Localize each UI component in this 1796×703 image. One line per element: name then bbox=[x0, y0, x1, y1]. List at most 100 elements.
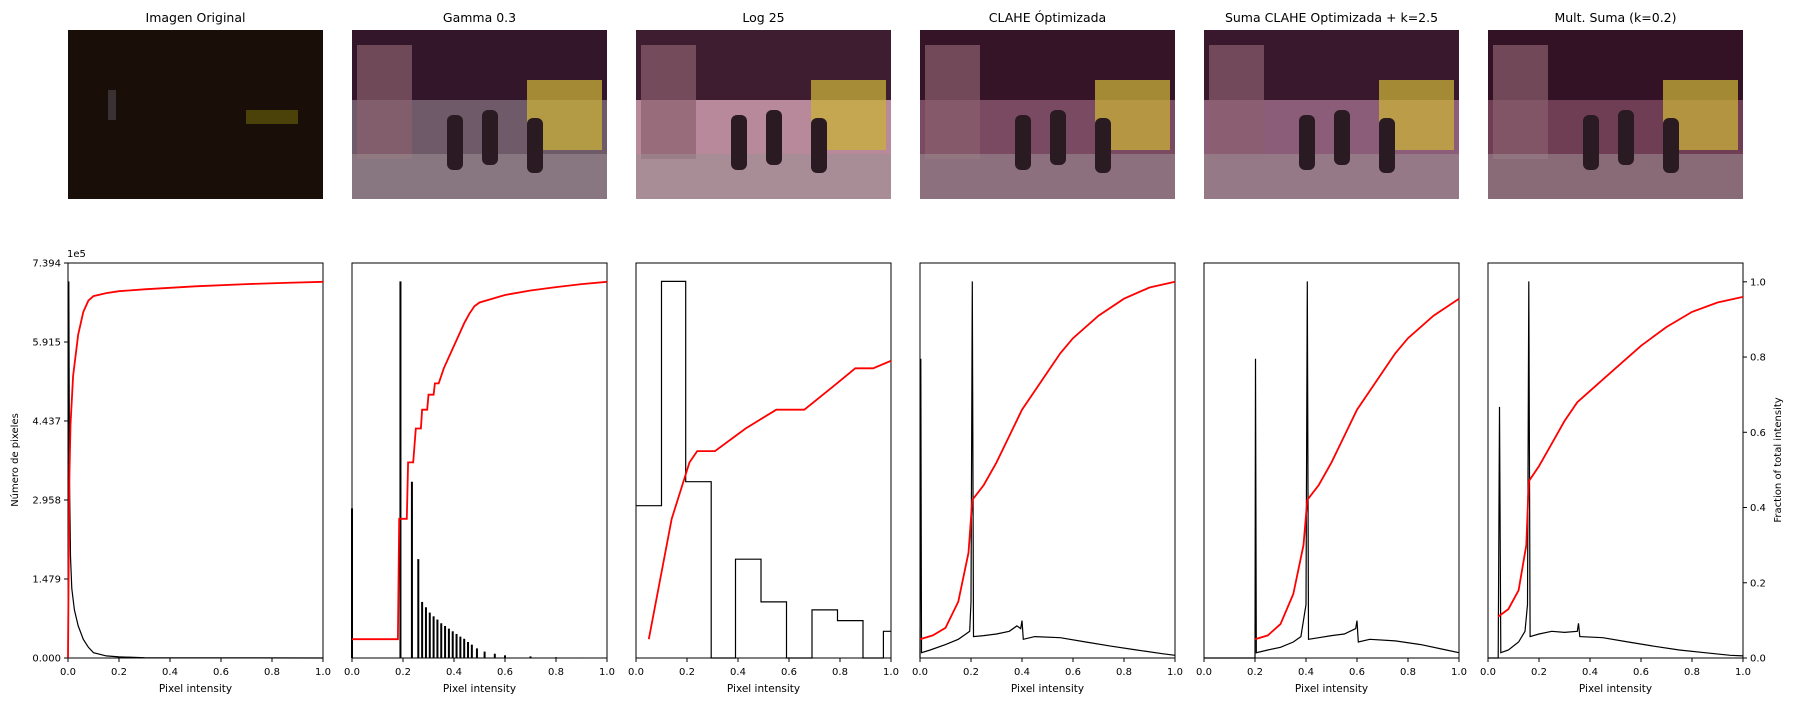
panel-6: Mult. Suma (k=0.2) 0.0 0.2 0.4 0.6 0.8 1.0 Pixe… bbox=[1480, 10, 1751, 695]
x-tick-label: 1.0 bbox=[1735, 667, 1751, 678]
y-tick-label-right: 0.8 bbox=[1750, 353, 1766, 364]
image-person bbox=[527, 118, 543, 173]
image-person bbox=[811, 118, 827, 173]
image-street bbox=[636, 154, 891, 199]
histogram-line bbox=[919, 281, 1176, 659]
x-tick-label: 0.2 bbox=[111, 667, 127, 678]
y-tick-label-right: 0.4 bbox=[1750, 503, 1766, 514]
cdf-line bbox=[1254, 297, 1460, 641]
panel-title: Log 25 bbox=[742, 10, 784, 25]
cdf-line bbox=[919, 280, 1176, 641]
x-axis-label: Pixel intensity bbox=[443, 683, 516, 695]
image-person bbox=[482, 110, 498, 165]
x-tick-label: 0.8 bbox=[1684, 667, 1700, 678]
image-street bbox=[1204, 154, 1459, 199]
x-tick-label: 1.0 bbox=[599, 667, 615, 678]
y-tick-label-left: 7.394 bbox=[32, 259, 61, 270]
image-person bbox=[1334, 110, 1350, 165]
x-tick-label: 1.0 bbox=[1167, 667, 1183, 678]
x-tick-label: 0.6 bbox=[1633, 667, 1649, 678]
x-tick-label: 0.8 bbox=[1400, 667, 1416, 678]
cdf-line bbox=[647, 359, 892, 640]
ylabel-right: Fraction of total intensity bbox=[1773, 397, 1784, 522]
x-tick-label: 1.0 bbox=[315, 667, 331, 678]
x-tick-label: 0.2 bbox=[1247, 667, 1263, 678]
ylabel-left: Número de pixeles bbox=[9, 413, 21, 507]
x-tick-label: 0.2 bbox=[963, 667, 979, 678]
x-tick-label: 0.4 bbox=[1582, 667, 1598, 678]
x-tick-label: 0.0 bbox=[1196, 667, 1212, 678]
x-tick-label: 0.8 bbox=[832, 667, 848, 678]
image-person bbox=[1379, 118, 1395, 173]
image-person bbox=[1663, 118, 1679, 173]
image-street bbox=[352, 154, 607, 199]
panels-layer: Imagen Original 0.0 0.2 0.4 0.6 0.8 1.0 Pixel i… bbox=[32, 10, 1766, 695]
x-tick-label: 0.6 bbox=[781, 667, 797, 678]
panel-3: Log 25 0.0 0.2 0.4 0.6 0.8 1.0 Pixel intensity bbox=[628, 10, 899, 695]
y-tick-label-left: 5.915 bbox=[32, 338, 61, 349]
y-offset-label: 1e5 bbox=[67, 249, 86, 260]
panel-image bbox=[1204, 30, 1459, 199]
x-tick-label: 1.0 bbox=[1451, 667, 1467, 678]
panel-image bbox=[352, 30, 607, 199]
panel-title: Suma CLAHE Optimizada + k=2.5 bbox=[1225, 10, 1438, 25]
x-tick-label: 0.0 bbox=[912, 667, 928, 678]
x-tick-label: 1.0 bbox=[883, 667, 899, 678]
x-tick-label: 0.0 bbox=[60, 667, 76, 678]
y-tick-label-right: 0.6 bbox=[1750, 428, 1766, 439]
x-tick-label: 0.6 bbox=[213, 667, 229, 678]
panel-image bbox=[1488, 30, 1743, 199]
x-axis-label: Pixel intensity bbox=[1295, 683, 1368, 695]
image-building-left bbox=[357, 45, 412, 159]
image-street bbox=[1488, 154, 1743, 199]
y-tick-label-right: 1.0 bbox=[1750, 277, 1766, 288]
y-tick-label-left: 2.958 bbox=[32, 495, 61, 506]
x-tick-label: 0.6 bbox=[497, 667, 513, 678]
y-tick-label-left: 0.000 bbox=[32, 654, 61, 665]
panel-4: CLAHE Óptimizada 0.0 0.2 0.4 0.6 0.8 1.0 Pixel … bbox=[912, 10, 1183, 695]
image-person bbox=[1299, 115, 1315, 170]
x-tick-label: 0.4 bbox=[446, 667, 462, 678]
x-tick-label: 0.4 bbox=[162, 667, 178, 678]
plot-frame bbox=[919, 262, 1176, 659]
image-person bbox=[1583, 115, 1599, 170]
panel-image bbox=[920, 30, 1175, 199]
panel-2: Gamma 0.3 0.0 0.2 0.4 0.6 0.8 1.0 Pixel intensi… bbox=[344, 10, 615, 695]
x-axis-label: Pixel intensity bbox=[727, 683, 800, 695]
y-tick-label-right: 0.0 bbox=[1750, 654, 1766, 665]
image-building-left bbox=[1209, 45, 1264, 159]
y-tick-label-right: 0.2 bbox=[1750, 578, 1766, 589]
image-light bbox=[108, 90, 116, 120]
x-tick-label: 0.0 bbox=[1480, 667, 1496, 678]
image-street bbox=[920, 154, 1175, 199]
plot-frame bbox=[351, 262, 608, 659]
panel-title: CLAHE Óptimizada bbox=[989, 10, 1106, 25]
x-tick-label: 0.6 bbox=[1349, 667, 1365, 678]
cdf-line bbox=[352, 280, 608, 641]
x-axis-label: Pixel intensity bbox=[1579, 683, 1652, 695]
x-tick-label: 0.2 bbox=[1531, 667, 1547, 678]
x-tick-label: 0.8 bbox=[264, 667, 280, 678]
panel-image bbox=[636, 30, 891, 199]
y-tick-label-left: 1.479 bbox=[32, 574, 61, 585]
image-shops-right bbox=[246, 110, 298, 124]
panel-title: Imagen Original bbox=[146, 10, 246, 25]
cdf-line bbox=[67, 280, 324, 659]
x-tick-label: 0.0 bbox=[344, 667, 360, 678]
x-tick-label: 0.2 bbox=[679, 667, 695, 678]
x-tick-label: 0.8 bbox=[1116, 667, 1132, 678]
panel-5: Suma CLAHE Optimizada + k=2.5 0.0 0.2 0.4 0.… bbox=[1196, 10, 1467, 695]
cdf-line bbox=[1497, 296, 1744, 618]
x-tick-label: 0.4 bbox=[1298, 667, 1314, 678]
plot-frame bbox=[635, 262, 892, 659]
histogram-line bbox=[636, 280, 891, 659]
image-person bbox=[731, 115, 747, 170]
x-tick-label: 0.2 bbox=[395, 667, 411, 678]
x-tick-label: 0.8 bbox=[548, 667, 564, 678]
panel-title: Mult. Suma (k=0.2) bbox=[1554, 10, 1676, 25]
histogram-line bbox=[1204, 281, 1460, 659]
x-axis-label: Pixel intensity bbox=[159, 683, 232, 695]
image-building-left bbox=[641, 45, 696, 159]
image-person bbox=[766, 110, 782, 165]
